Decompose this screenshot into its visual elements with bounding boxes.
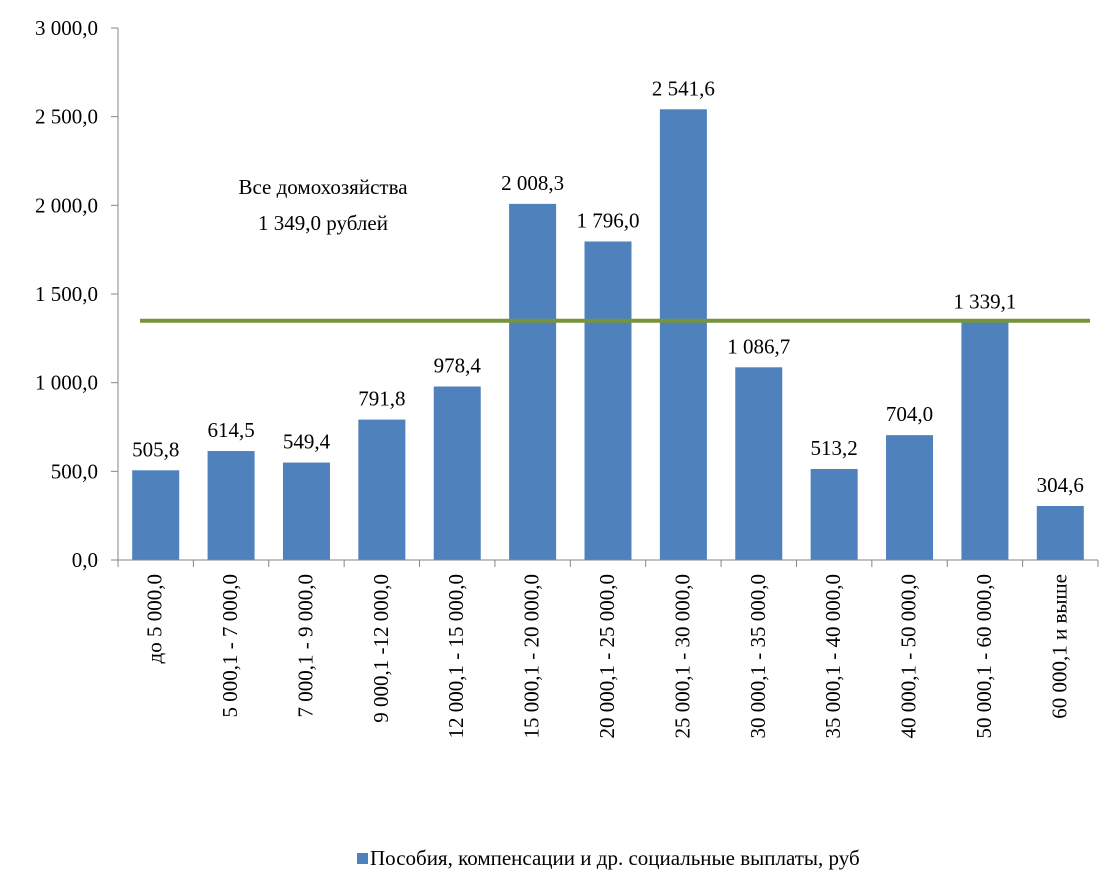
bar [433,386,481,560]
x-tick-label: 7 000,1 - 9 000,0 [293,574,317,718]
reference-line-group: Все домохозяйства 1 349,0 рублей [140,175,1090,323]
bar [358,419,406,560]
x-tick-label: 50 000,1 - 60 000,0 [972,574,996,739]
y-tick-label: 500,0 [51,459,98,483]
average-label-line2: 1 349,0 рублей [258,211,388,235]
x-tick-label: 25 000,1 - 30 000,0 [670,574,694,739]
x-tick-label: 60 000,1 и выше [1047,574,1071,719]
x-tick-label: 9 000,1 -12 000,0 [369,574,393,723]
bar-value-label: 1 086,7 [727,334,790,358]
bar-value-label: 2 008,3 [501,171,564,195]
bar [509,203,557,561]
bar [886,435,934,560]
average-label-line1: Все домохозяйства [238,175,408,199]
bar-value-label: 549,4 [283,430,331,454]
x-tick-label: до 5 000,0 [143,574,167,663]
bar [207,451,255,560]
y-tick-label: 0,0 [72,548,98,572]
y-axis: 0,0 500,0 1 000,0 1 500,0 2 000,0 2 500,0 3 00… [35,16,119,572]
legend: Пособия, компенсации и др. социальные вы… [357,846,860,870]
legend-series-label: Пособия, компенсации и др. социальные вы… [370,846,860,870]
bar-value-label: 1 339,1 [953,290,1016,314]
x-tick-label: 40 000,1 - 50 000,0 [897,574,921,739]
x-tick-label: 5 000,1 - 7 000,0 [218,574,242,718]
x-tick-label: 12 000,1 - 15 000,0 [444,574,468,739]
bar [659,109,707,560]
bar-value-label: 791,8 [358,387,405,411]
bar-value-label: 1 796,0 [577,209,640,233]
bar [282,462,330,560]
bar [810,468,858,560]
bar-value-label: 614,5 [207,418,254,442]
y-tick-label: 1 500,0 [35,282,98,306]
y-tick-label: 2 500,0 [35,105,98,129]
data-labels: 505,8 614,5 549,4 791,8 978,4 2 008,3 1 796,0 2… [132,76,1084,497]
bar [1036,505,1084,560]
bar [961,322,1009,560]
y-tick-label: 2 000,0 [35,193,98,217]
bar [584,241,632,560]
legend-swatch [357,853,368,864]
x-tick-label: 30 000,1 - 35 000,0 [746,574,770,739]
bar-value-label: 978,4 [434,353,482,377]
y-tick-label: 3 000,0 [35,16,98,40]
bars [132,109,1084,561]
bar-value-label: 2 541,6 [652,76,715,100]
x-axis: до 5 000,0 5 000,1 - 7 000,0 7 000,1 - 9 0… [117,559,1099,739]
bar [132,470,180,560]
bar-value-label: 704,0 [886,402,933,426]
bar-value-label: 513,2 [811,436,858,460]
x-tick-label: 20 000,1 - 25 000,0 [595,574,619,739]
bar-value-label: 304,6 [1037,473,1084,497]
bar [735,367,783,560]
x-tick-label: 15 000,1 - 20 000,0 [520,574,544,739]
y-tick-label: 1 000,0 [35,371,98,395]
bar-value-label: 505,8 [132,437,179,461]
x-tick-label: 35 000,1 - 40 000,0 [821,574,845,739]
